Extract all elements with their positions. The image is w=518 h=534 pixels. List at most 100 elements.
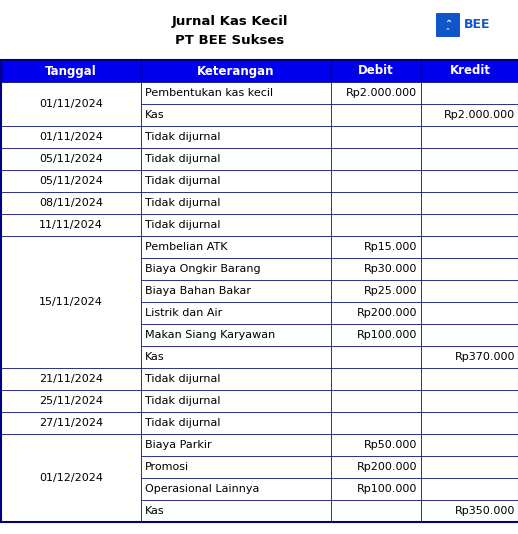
Text: 08/11/2024: 08/11/2024 [39, 198, 103, 208]
Bar [331, 258, 421, 280]
Bar [1, 60, 518, 522]
Bar [421, 478, 518, 500]
Text: 05/11/2024: 05/11/2024 [39, 154, 103, 164]
Text: 21/11/2024: 21/11/2024 [39, 374, 103, 384]
Bar [1, 236, 141, 368]
Bar [331, 236, 421, 258]
Bar [421, 500, 518, 522]
Text: ⌃: ⌃ [445, 27, 451, 33]
Bar [141, 82, 331, 104]
Bar [141, 434, 331, 456]
Bar [141, 412, 331, 434]
Bar [141, 126, 331, 148]
Bar [141, 280, 331, 302]
Text: 01/11/2024: 01/11/2024 [39, 132, 103, 142]
Bar [421, 456, 518, 478]
Bar [141, 390, 331, 412]
Text: Rp100.000: Rp100.000 [356, 330, 417, 340]
Bar [331, 412, 421, 434]
Bar [1, 390, 141, 412]
Text: Tanggal: Tanggal [45, 65, 97, 77]
Text: 11/11/2024: 11/11/2024 [39, 220, 103, 230]
Text: Rp200.000: Rp200.000 [356, 308, 417, 318]
Bar [1, 368, 141, 390]
Bar [421, 280, 518, 302]
Bar [421, 236, 518, 258]
Text: Rp30.000: Rp30.000 [364, 264, 417, 274]
Text: Tidak dijurnal: Tidak dijurnal [145, 374, 221, 384]
Text: 05/11/2024: 05/11/2024 [39, 176, 103, 186]
Text: Kas: Kas [145, 110, 165, 120]
Text: 01/12/2024: 01/12/2024 [39, 473, 103, 483]
Bar [331, 82, 421, 104]
Text: Rp50.000: Rp50.000 [364, 440, 417, 450]
Bar [141, 456, 331, 478]
Bar [421, 170, 518, 192]
Text: Biaya Parkir: Biaya Parkir [145, 440, 212, 450]
Bar [331, 214, 421, 236]
Bar [331, 104, 421, 126]
Text: Makan Siang Karyawan: Makan Siang Karyawan [145, 330, 275, 340]
Bar [141, 302, 331, 324]
Text: Rp200.000: Rp200.000 [356, 462, 417, 472]
Text: Rp25.000: Rp25.000 [364, 286, 417, 296]
Text: Rp2.000.000: Rp2.000.000 [346, 88, 417, 98]
Bar [331, 478, 421, 500]
Bar [331, 434, 421, 456]
Text: Rp350.000: Rp350.000 [455, 506, 515, 516]
Text: Operasional Lainnya: Operasional Lainnya [145, 484, 260, 494]
Bar [141, 60, 331, 82]
Bar [421, 302, 518, 324]
Text: Tidak dijurnal: Tidak dijurnal [145, 198, 221, 208]
Bar [421, 346, 518, 368]
Bar [421, 324, 518, 346]
Bar [141, 500, 331, 522]
Text: Biaya Ongkir Barang: Biaya Ongkir Barang [145, 264, 261, 274]
Bar [141, 236, 331, 258]
Bar [421, 148, 518, 170]
Text: Listrik dan Air: Listrik dan Air [145, 308, 222, 318]
Text: Keterangan: Keterangan [197, 65, 275, 77]
Text: Tidak dijurnal: Tidak dijurnal [145, 220, 221, 230]
Text: Pembelian ATK: Pembelian ATK [145, 242, 227, 252]
Bar [1, 148, 141, 170]
Bar [421, 390, 518, 412]
Text: Rp2.000.000: Rp2.000.000 [444, 110, 515, 120]
Bar [331, 192, 421, 214]
Bar [421, 214, 518, 236]
Bar [141, 258, 331, 280]
Bar [141, 148, 331, 170]
Bar [331, 60, 421, 82]
Bar [141, 478, 331, 500]
Bar [421, 192, 518, 214]
Bar [421, 412, 518, 434]
Bar [421, 126, 518, 148]
Bar [331, 346, 421, 368]
Text: Tidak dijurnal: Tidak dijurnal [145, 154, 221, 164]
Bar [331, 126, 421, 148]
Bar [421, 104, 518, 126]
Bar [1, 60, 141, 82]
Text: PT BEE Sukses: PT BEE Sukses [176, 34, 284, 46]
Bar [331, 148, 421, 170]
Text: 15/11/2024: 15/11/2024 [39, 297, 103, 307]
Bar [331, 324, 421, 346]
Text: BEE: BEE [464, 19, 491, 32]
Bar [1, 170, 141, 192]
Bar [331, 280, 421, 302]
Bar [141, 192, 331, 214]
Bar [331, 302, 421, 324]
Text: Kas: Kas [145, 506, 165, 516]
Bar [331, 170, 421, 192]
Bar [1, 214, 141, 236]
Text: Tidak dijurnal: Tidak dijurnal [145, 132, 221, 142]
Text: Kredit: Kredit [450, 65, 491, 77]
Bar [421, 258, 518, 280]
Text: Debit: Debit [358, 65, 394, 77]
Text: Rp370.000: Rp370.000 [454, 352, 515, 362]
Bar [421, 368, 518, 390]
Bar [331, 500, 421, 522]
Bar [331, 456, 421, 478]
Bar [1, 82, 141, 126]
Text: Tidak dijurnal: Tidak dijurnal [145, 418, 221, 428]
